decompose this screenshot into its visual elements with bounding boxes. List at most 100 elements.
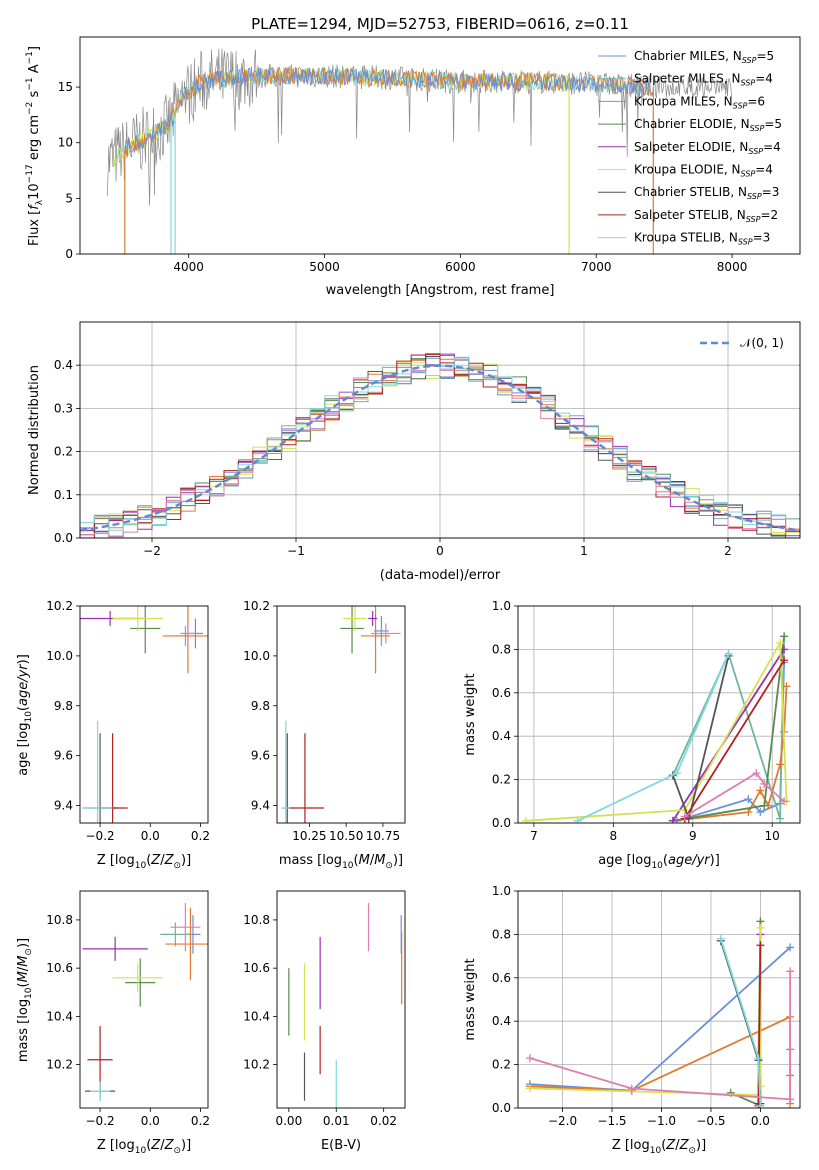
spectrum-panel: 4000 5000 6000 7000 8000 0 5 10 15 wavelength [An… (25, 36, 801, 298)
y-tick-label: 10.2 (46, 599, 73, 613)
y-tick-label: 0.0 (492, 816, 511, 830)
plot-area (80, 353, 800, 538)
legend-sub: SSP (733, 101, 748, 110)
x-tick-label: 10 (765, 829, 780, 843)
label-sup: −1 (25, 51, 35, 64)
label-part: erg cm (27, 115, 42, 164)
legend-text: =2 (760, 208, 778, 222)
legend-sub: SSP (750, 124, 765, 133)
legend-text: Salpeter STELIB, N (634, 208, 746, 222)
y-tick-label: 9.8 (251, 699, 270, 713)
weight-point-marker (776, 814, 785, 823)
label-part: mass [log (16, 999, 31, 1062)
weight-point-marker (756, 808, 765, 817)
y-tick-label: 0.2 (54, 445, 73, 459)
label-part: mass [log (279, 853, 342, 868)
label-sub: ⊙ (688, 1146, 696, 1156)
y-tick-label: 0.2 (492, 1058, 511, 1072)
label-part: Z [log (97, 853, 135, 868)
label-part: Z (665, 1138, 676, 1153)
x-axis-label: E(B-V) (321, 1138, 361, 1153)
label-sub: ⊙ (24, 948, 34, 956)
weight-vs-metallicity-panel: −2.0 −1.5 −1.0 −0.5 0.0 0.0 0.2 0.4 0.6 0.8 1.0 mas… (463, 884, 801, 1156)
x-tick-label: 9 (689, 829, 697, 843)
y-tick-label: 5 (65, 191, 73, 205)
x-axis-label: wavelength [Angstrom, rest frame] (326, 283, 555, 298)
legend-text: Chabrier STELIB, N (634, 185, 747, 199)
residuals-panel: −2 −1 0 1 2 0.0 0.1 0.2 0.3 0.4 𝒩(0, 1) (data-model… (27, 321, 801, 583)
weight-point-marker (786, 967, 795, 976)
x-tick-label: 10.25 (292, 829, 326, 843)
label-sub: ⊙ (173, 1146, 181, 1156)
legend-text: =5 (764, 117, 782, 131)
weight-series-line (672, 636, 785, 819)
legend-sub: SSP (748, 147, 763, 156)
x-tick-label: 1 (580, 544, 588, 558)
weight-point-marker (521, 816, 530, 823)
axes-frame (79, 605, 209, 824)
weight-series-line (684, 659, 785, 820)
weight-series-line (577, 653, 730, 822)
x-tick-label: 10.75 (366, 829, 400, 843)
legend-text: =3 (762, 185, 780, 199)
weight-point-marker (668, 816, 677, 823)
legend-label: Salpeter MILES, NSSP=4 (634, 72, 773, 88)
weight-point-marker (744, 808, 753, 817)
label-part: ] (27, 46, 42, 51)
x-tick-label: 7000 (581, 260, 612, 274)
legend-sub: SSP (741, 170, 756, 179)
label-part: ( (354, 853, 359, 868)
label-part: / (16, 966, 31, 971)
label-part: M (374, 853, 385, 868)
plot-area (82, 903, 208, 1101)
legend-label: Kroupa STELIB, NSSP=3 (634, 231, 770, 247)
weight-point-marker (525, 1084, 534, 1093)
mass-vs-ebv-panel: 0.00 0.01 0.02 10.2 10.4 10.6 10.8 E(B-V) (243, 890, 406, 1153)
legend-label: Kroupa ELODIE, NSSP=4 (634, 163, 773, 179)
y-tick-label: 9.4 (251, 799, 270, 813)
weight-series-line (525, 639, 788, 822)
label-sub: ⊙ (173, 861, 181, 871)
legend-label: Salpeter ELODIE, NSSP=4 (634, 140, 781, 156)
label-part: ( (16, 706, 31, 711)
weight-point-marker (786, 1095, 795, 1104)
label-part: )] (16, 654, 31, 664)
y-tick-label: 10.0 (243, 649, 270, 663)
model-spectrum-line (124, 67, 651, 160)
plot-area (288, 903, 403, 1108)
label-part: )] (181, 1138, 191, 1153)
axes-frame (517, 890, 801, 1109)
legend-text: Chabrier ELODIE, N (634, 117, 750, 131)
label-part: Z [log (97, 1138, 135, 1153)
x-tick-label: −1.5 (597, 1114, 626, 1128)
figure-title: PLATE=1294, MJD=52753, FIBERID=0616, z=0… (251, 15, 629, 33)
legend-sub: SSP (742, 56, 757, 65)
legend-text: Chabrier MILES, N (634, 49, 742, 63)
y-tick-label: 10.4 (46, 1009, 73, 1023)
axes-frame (517, 605, 801, 824)
mass-vs-metallicity-panel: −0.2 0.0 0.210.210.410.610.8Z [log10(Z/Z⊙)… (16, 890, 210, 1156)
legend-text: =4 (755, 163, 773, 177)
label-sub: λ (35, 199, 45, 205)
y-tick-label: 0.4 (492, 729, 511, 743)
label-sub: 10 (650, 1146, 662, 1156)
weight-point-marker (680, 812, 689, 821)
label-part: age/yr (16, 663, 31, 706)
label-sub: 10 (342, 861, 354, 871)
y-axis-label: Flux [fλ10−17 erg cm−2 s−1 A−1] (25, 46, 45, 246)
plot-area (525, 917, 795, 1108)
label-part: M (16, 971, 31, 982)
x-tick-label: −1 (287, 544, 305, 558)
y-tick-label: 10.4 (243, 1009, 270, 1023)
legend-label: Kroupa MILES, NSSP=6 (634, 94, 765, 110)
weight-point-marker (760, 779, 769, 788)
weight-point-marker (780, 632, 789, 641)
label-part: )] (16, 938, 31, 948)
legend-text: Salpeter ELODIE, N (634, 140, 748, 154)
label-part: age [log (16, 723, 31, 776)
y-tick-label: 0.6 (492, 971, 511, 985)
y-tick-label: 10.2 (243, 1058, 270, 1072)
x-tick-label: 0.0 (751, 1114, 770, 1128)
label-sub: 10 (24, 987, 34, 999)
